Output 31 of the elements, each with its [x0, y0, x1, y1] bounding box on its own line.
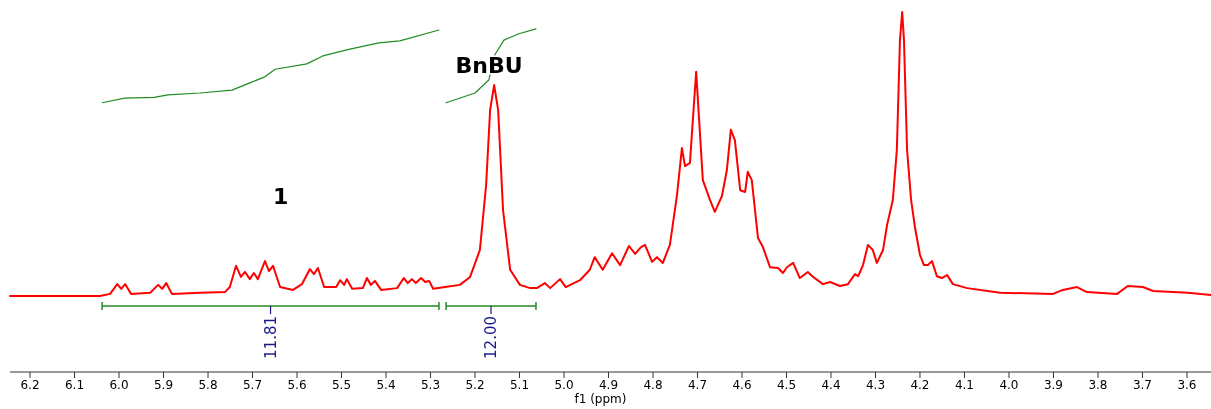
x-tick-label: 3.9 [1043, 378, 1064, 392]
x-tick-label: 3.6 [1177, 378, 1197, 392]
x-tick-label: 5.6 [287, 378, 307, 392]
x-tick-label: 3.7 [1132, 378, 1153, 392]
x-tick-label: 6.1 [64, 378, 85, 392]
x-tick-label: 4.4 [821, 378, 841, 392]
x-tick-label: 4.6 [732, 378, 752, 392]
x-tick-label: 4.9 [598, 378, 619, 392]
x-tick-label: 4.7 [687, 378, 708, 392]
x-tick-label: 5.8 [198, 378, 218, 392]
x-tick-label: 5.7 [242, 378, 263, 392]
x-tick-label: 5.4 [376, 378, 396, 392]
x-tick-label: 4.2 [910, 378, 930, 392]
x-tick-label: 5.5 [331, 378, 352, 392]
x-tick-label: 4.3 [865, 378, 886, 392]
x-tick-label: 4.1 [954, 378, 975, 392]
x-tick-label: 5.0 [554, 378, 574, 392]
annotation: 12.00 [482, 316, 501, 359]
x-tick-label: 6.0 [109, 378, 129, 392]
x-tick-label: 4.0 [999, 378, 1019, 392]
x-tick-label: 3.8 [1088, 378, 1108, 392]
x-tick-label: 5.3 [420, 378, 441, 392]
annotation: 11.81 [261, 316, 280, 359]
x-axis-title: f1 (ppm) [574, 392, 627, 406]
annotation: 1 [272, 184, 289, 209]
x-tick-label: 6.2 [20, 378, 40, 392]
x-tick-label: 4.8 [643, 378, 663, 392]
x-tick-label: 4.5 [776, 378, 797, 392]
x-tick-label: 5.2 [465, 378, 485, 392]
x-tick-label: 5.9 [153, 378, 174, 392]
x-tick-label: 5.1 [509, 378, 530, 392]
